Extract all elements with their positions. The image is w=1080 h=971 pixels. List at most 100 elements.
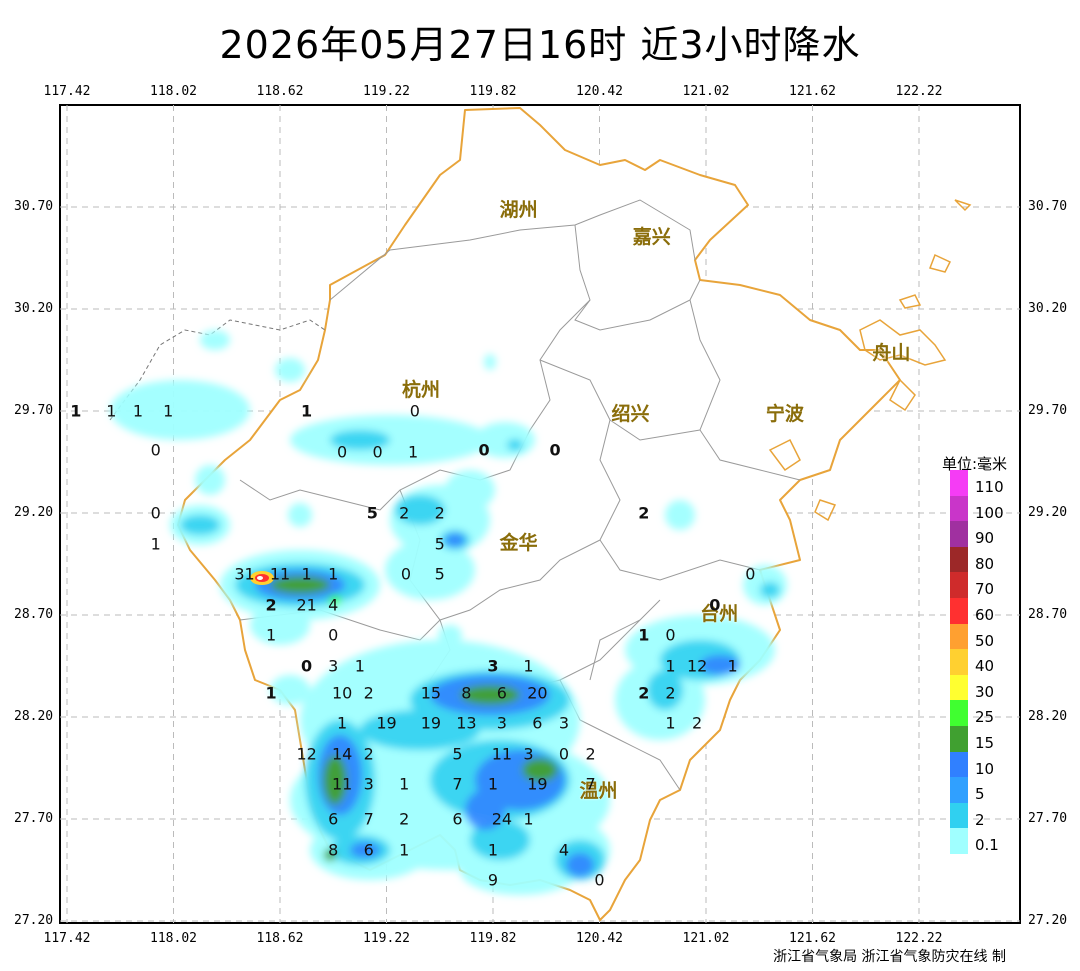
station-value: 3: [496, 713, 507, 733]
legend-label: 40: [975, 657, 995, 676]
station-value: 5: [434, 534, 445, 554]
station-value: 20: [527, 683, 548, 703]
station-value: 12: [296, 744, 317, 764]
legend-swatch: [950, 572, 968, 599]
station-value: 21: [296, 595, 317, 615]
station-value: 0: [745, 564, 756, 584]
station-value: 4: [328, 595, 339, 615]
station-value: 31: [234, 564, 255, 584]
y-tick-label-left: 27.20: [14, 913, 54, 928]
y-tick-label-right: 27.70: [1028, 811, 1068, 826]
station-value: 6: [532, 713, 543, 733]
legend-swatch: [950, 598, 968, 624]
station-value: 6: [363, 840, 374, 860]
legend-label: 5: [975, 785, 985, 804]
station-value: 0: [549, 440, 561, 460]
station-value: 1: [266, 625, 277, 645]
station-value: 2: [399, 503, 410, 523]
y-tick-label-left: 28.20: [14, 709, 54, 724]
station-value: 8: [328, 840, 339, 860]
station-value: 1: [523, 656, 534, 676]
y-tick-label-right: 29.20: [1028, 505, 1068, 520]
x-tick-label: 121.62: [789, 931, 836, 946]
city-label: 嘉兴: [632, 225, 671, 248]
y-tick-label-right: 30.70: [1028, 199, 1068, 214]
legend-label: 50: [975, 631, 995, 650]
station-value: 2: [638, 683, 650, 703]
station-value: 0: [709, 595, 721, 615]
x-tick-label: 119.82: [469, 84, 517, 99]
station-value: 1: [523, 809, 534, 829]
station-value: 11: [269, 564, 291, 584]
y-tick-label-right: 27.20: [1028, 913, 1068, 928]
station-value: 3: [363, 774, 374, 794]
station-value: 0: [301, 656, 313, 676]
station-value: 3: [328, 656, 339, 676]
legend-label: 2: [975, 810, 985, 829]
legend-label: 110: [975, 478, 1004, 496]
station-value: 1: [265, 683, 277, 703]
station-value: 1: [487, 774, 499, 794]
y-tick-label-left: 29.20: [14, 505, 54, 520]
x-tick-label: 118.62: [256, 84, 304, 99]
legend-swatch: [950, 546, 968, 573]
legend-label: 0.1: [975, 836, 999, 855]
legend-label: 90: [975, 529, 995, 548]
station-value: 1: [150, 534, 161, 554]
x-tick-label: 119.82: [469, 931, 517, 946]
station-value: 3: [558, 713, 570, 733]
x-tick-label: 117.42: [43, 84, 91, 99]
legend-label: 10: [975, 759, 995, 778]
station-value: 4: [558, 840, 570, 860]
station-value: 19: [420, 713, 442, 733]
legend-swatch: [950, 623, 968, 650]
station-value: 0: [150, 440, 161, 460]
station-value: 6: [496, 683, 507, 703]
station-value: 2: [265, 595, 277, 615]
station-value: 1: [301, 564, 312, 584]
x-tick-label: 118.62: [256, 931, 304, 946]
legend-label: 70: [975, 580, 995, 599]
station-value: 1: [487, 840, 499, 860]
station-value: 5: [366, 503, 378, 523]
station-value: 7: [363, 809, 374, 829]
station-value: 1: [399, 774, 410, 794]
station-value: 3: [523, 744, 534, 764]
station-value: 2: [363, 683, 374, 703]
station-value: 1: [727, 656, 738, 676]
x-tick-label: 121.02: [682, 931, 730, 946]
station-value: 2: [638, 503, 650, 523]
legend-swatch: [950, 777, 968, 804]
heavy-rain-core: [250, 571, 274, 585]
station-value: 5: [434, 564, 445, 584]
station-value: 1: [337, 713, 348, 733]
x-tick-label: 122.22: [895, 931, 943, 946]
x-tick-label: 119.22: [363, 84, 410, 99]
legend-label: 15: [975, 734, 995, 752]
city-label: 台州: [700, 602, 739, 625]
legend-swatch: [950, 470, 968, 496]
station-value: 0: [478, 440, 490, 460]
legend-swatch: [950, 828, 968, 855]
city-label: 舟山: [872, 341, 911, 364]
x-tick-label: 118.02: [150, 931, 197, 946]
y-tick-label-right: 29.70: [1028, 403, 1068, 418]
city-label: 湖州: [499, 199, 538, 221]
y-tick-label-left: 27.70: [14, 811, 54, 826]
legend-swatch: [950, 649, 968, 676]
station-value: 7: [452, 774, 463, 794]
x-tick-label: 120.42: [576, 931, 623, 946]
legend-swatch: [950, 726, 968, 752]
station-value: 2: [434, 503, 445, 523]
legend-label: 60: [975, 606, 995, 624]
station-value: 19: [527, 774, 548, 794]
legend-swatch: [950, 700, 968, 727]
station-value: 11: [491, 744, 513, 764]
x-tick-label: 122.22: [895, 84, 943, 99]
station-value: 9: [487, 870, 499, 890]
y-tick-label-left: 28.70: [14, 607, 54, 622]
station-value: 6: [452, 809, 463, 829]
station-value: 1: [106, 401, 117, 421]
station-value: 13: [456, 713, 477, 733]
station-value: 0: [328, 625, 339, 645]
